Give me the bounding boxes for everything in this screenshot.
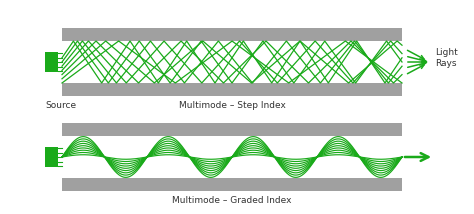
Text: Multimode – Step Index: Multimode – Step Index bbox=[179, 101, 285, 110]
Bar bbox=[62, 123, 402, 191]
Bar bbox=[45, 52, 58, 72]
Bar bbox=[62, 41, 402, 83]
Text: Multimode – Graded Index: Multimode – Graded Index bbox=[172, 196, 292, 205]
Bar bbox=[45, 147, 58, 167]
Text: Source: Source bbox=[45, 101, 76, 110]
Text: Light
Rays: Light Rays bbox=[435, 48, 458, 68]
Bar bbox=[62, 28, 402, 96]
Bar bbox=[62, 136, 402, 178]
